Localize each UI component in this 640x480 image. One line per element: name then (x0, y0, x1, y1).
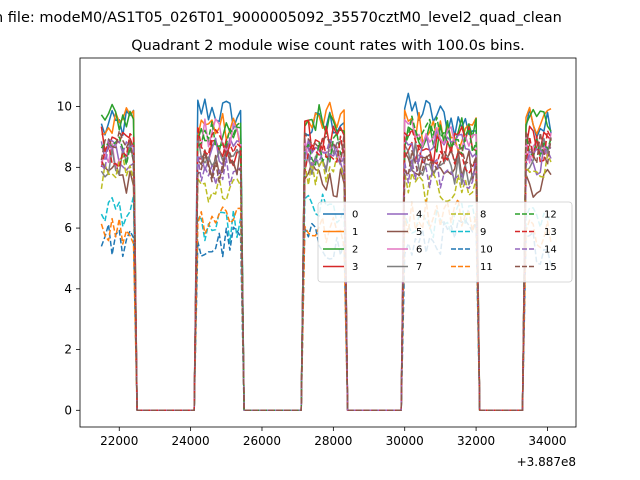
chart-title: Quadrant 2 module wise count rates with … (131, 38, 525, 54)
legend-item: 7 (387, 262, 422, 273)
legend-label: 6 (416, 245, 422, 256)
legend-item: 14 (515, 245, 557, 256)
legend-item: 12 (515, 210, 557, 221)
legend-item: 9 (451, 227, 486, 238)
legend-item: 8 (451, 210, 486, 221)
legend-label: 15 (544, 262, 557, 273)
legend-label: 0 (352, 210, 358, 221)
x-tick-label: 32000 (457, 434, 495, 448)
legend-item: 0 (323, 210, 358, 221)
legend-label: 4 (416, 210, 422, 221)
legend-item: 2 (323, 245, 358, 256)
legend-label: 12 (544, 210, 557, 221)
y-tick-label: 8 (64, 160, 72, 174)
legend-label: 1 (352, 227, 358, 238)
x-tick-label: 22000 (100, 434, 138, 448)
x-tick-label: 30000 (386, 434, 424, 448)
x-offset-label: +3.887e8 (517, 455, 576, 469)
legend-item: 5 (387, 227, 422, 238)
legend-item: 15 (515, 262, 557, 273)
legend-label: 9 (480, 227, 486, 238)
legend-item: 1 (323, 227, 358, 238)
legend-box (317, 201, 573, 283)
legend-item: 3 (323, 262, 358, 273)
legend-label: 10 (480, 245, 493, 256)
y-tick-label: 4 (64, 282, 72, 296)
legend-label: 5 (416, 227, 422, 238)
legend-label: 13 (544, 227, 557, 238)
legend-label: 2 (352, 245, 358, 256)
y-tick-label: 0 (64, 403, 72, 417)
x-tick-label: 28000 (314, 434, 352, 448)
axes-frame (79, 57, 577, 428)
legend-label: 3 (352, 262, 358, 273)
legend-label: 8 (480, 210, 486, 221)
y-tick-label: 2 (64, 343, 72, 357)
legend-label: 11 (480, 262, 493, 273)
x-tick-label: 24000 (172, 434, 210, 448)
y-axis: 0 2 4 6 8 10 (57, 100, 80, 417)
figure-suptitle: n file: modeM0/AS1T05_026T01_9000005092_… (0, 10, 562, 26)
series-line-15 (100, 130, 552, 412)
legend-item: 6 (387, 245, 422, 256)
legend-item: 13 (515, 227, 557, 238)
legend-label: 14 (544, 245, 557, 256)
legend-item: 11 (451, 262, 493, 273)
legend-label: 7 (416, 262, 422, 273)
legend-item: 10 (451, 245, 493, 256)
y-tick-label: 10 (57, 100, 72, 114)
legend-item: 4 (387, 210, 422, 221)
x-tick-label: 26000 (243, 434, 281, 448)
y-tick-label: 6 (64, 221, 72, 235)
x-axis: 22000 24000 26000 28000 30000 32000 34000 (100, 427, 567, 448)
x-tick-label: 34000 (528, 434, 566, 448)
